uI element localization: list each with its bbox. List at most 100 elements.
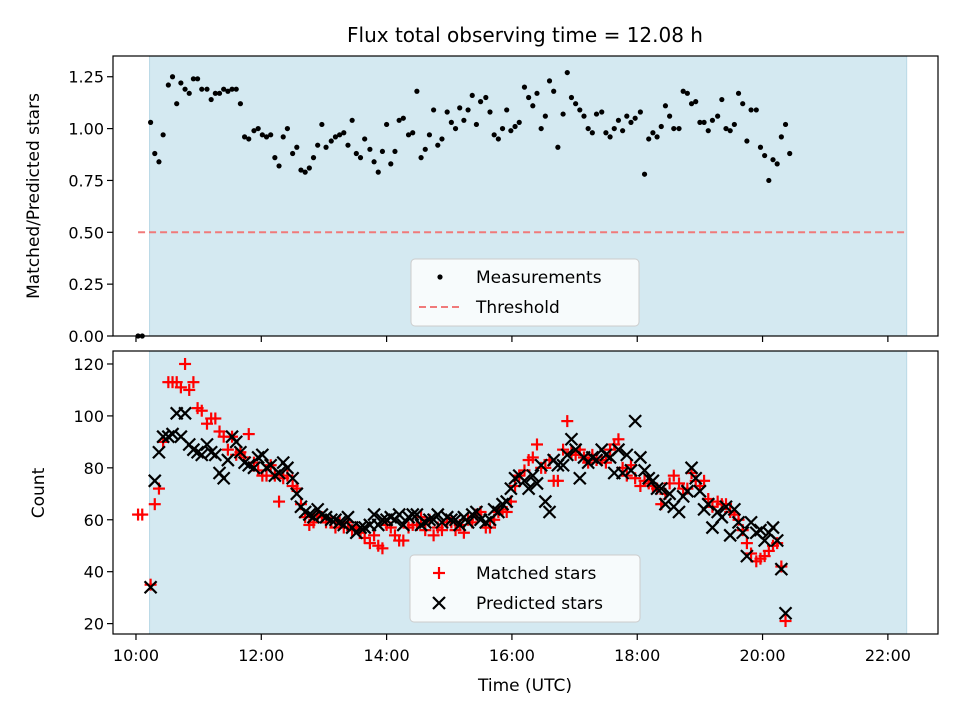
measurement-point xyxy=(452,125,459,132)
predicted-star-point xyxy=(564,432,579,447)
measurement-point xyxy=(782,121,789,128)
measurement-point xyxy=(216,90,223,96)
measurement-point xyxy=(246,136,252,142)
measurement-point xyxy=(290,150,296,157)
top-y-axis: 0.00 0.25 0.50 0.75 1.00 1.25 xyxy=(68,68,113,346)
legend-threshold-label: Threshold xyxy=(475,298,560,318)
predicted-star-point xyxy=(221,453,235,467)
measurement-point xyxy=(362,136,368,142)
y-tick-label: 0.00 xyxy=(68,327,104,346)
predicted-star-point xyxy=(633,450,648,465)
matched-star-point xyxy=(183,383,196,396)
measurement-point xyxy=(225,88,231,94)
predicted-star-point xyxy=(658,497,673,511)
predicted-star-point xyxy=(744,515,758,530)
predicted-star-point xyxy=(255,448,270,462)
measurement-point xyxy=(573,101,579,107)
predicted-star-point xyxy=(324,512,339,527)
measurement-point xyxy=(302,169,308,175)
matched-star-point xyxy=(273,495,286,508)
matched-star-point xyxy=(526,451,539,464)
measurement-point xyxy=(165,82,171,88)
predicted-star-point xyxy=(542,505,557,519)
measurement-point xyxy=(259,132,265,138)
measurement-point xyxy=(658,123,664,130)
measurement-point xyxy=(546,78,553,84)
measurement-point xyxy=(483,94,489,101)
matched-star-point xyxy=(779,615,792,628)
predicted-star-point xyxy=(165,427,180,441)
measurement-point xyxy=(147,119,154,125)
measurement-point xyxy=(757,144,764,150)
measurement-point xyxy=(418,155,424,161)
y-tick-label: 1.00 xyxy=(68,120,104,139)
matched-star-point xyxy=(376,542,389,555)
measurement-point xyxy=(564,69,570,76)
legend-predicted-marker xyxy=(432,596,446,610)
matched-star-point xyxy=(148,498,161,511)
legend-measurements-label: Measurements xyxy=(476,268,602,288)
measurement-point xyxy=(744,138,750,144)
y-tick-label: 40 xyxy=(84,563,104,582)
predicted-star-point xyxy=(693,484,707,498)
predicted-star-point xyxy=(628,414,642,428)
measurement-point xyxy=(375,169,381,175)
measurement-point xyxy=(379,148,386,155)
predicted-star-point xyxy=(723,528,737,543)
predicted-star-point xyxy=(556,458,570,473)
predicted-star-point xyxy=(560,448,575,462)
matched-star-point xyxy=(667,469,680,482)
measurement-point xyxy=(439,136,445,142)
measurement-point xyxy=(637,109,643,115)
measurement-point xyxy=(762,152,768,159)
measurement-point xyxy=(310,155,317,161)
matched-star-point xyxy=(530,438,543,451)
measurement-point xyxy=(560,111,566,117)
predicted-star-point xyxy=(727,502,742,517)
matched-star-point xyxy=(427,529,440,542)
measurement-point xyxy=(770,157,776,163)
measurement-point xyxy=(349,117,355,123)
measurement-point xyxy=(512,123,518,130)
y-tick-label: 0.75 xyxy=(68,171,104,190)
top-legend: Measurements Threshold xyxy=(410,258,640,327)
bottom-panel: 20 40 60 80 100 120 10:00 12:00 14:00 16:00 18:00… xyxy=(29,350,939,696)
measurement-point xyxy=(457,105,463,111)
measurement-point xyxy=(345,142,351,148)
predicted-star-point xyxy=(152,445,166,460)
measurement-point xyxy=(251,128,257,134)
matched-star-point xyxy=(698,474,711,487)
y-tick-label: 100 xyxy=(73,407,104,426)
predicted-star-point xyxy=(654,481,669,496)
predicted-star-point xyxy=(530,476,544,491)
measurement-point xyxy=(152,150,158,157)
measurement-point xyxy=(731,121,737,128)
predicted-star-point xyxy=(422,512,437,527)
measurement-point xyxy=(174,101,180,107)
measurement-point xyxy=(229,86,235,92)
measurement-point xyxy=(787,150,793,157)
measurement-point xyxy=(735,90,742,96)
predicted-star-point xyxy=(461,515,475,530)
measurement-point xyxy=(740,101,746,107)
y-tick-label: 80 xyxy=(84,459,104,478)
predicted-star-point xyxy=(684,461,699,475)
legend-matched-marker xyxy=(433,567,445,579)
measurement-point xyxy=(178,80,184,86)
predicted-star-point xyxy=(229,435,244,449)
x-tick-label: 18:00 xyxy=(614,646,660,665)
predicted-star-point xyxy=(306,510,321,524)
measurement-point xyxy=(208,96,214,103)
predicted-star-point xyxy=(538,494,553,509)
predicted-star-point xyxy=(757,533,772,548)
measurement-point xyxy=(504,107,510,113)
measurement-point xyxy=(491,132,497,138)
measurement-point xyxy=(461,117,467,123)
measurement-point xyxy=(384,121,390,128)
measurement-point xyxy=(337,132,343,138)
measurement-point xyxy=(477,99,484,105)
measurement-point xyxy=(237,101,244,107)
predicted-star-point xyxy=(637,463,652,478)
measurement-point xyxy=(276,163,282,169)
predicted-star-point xyxy=(766,520,780,535)
